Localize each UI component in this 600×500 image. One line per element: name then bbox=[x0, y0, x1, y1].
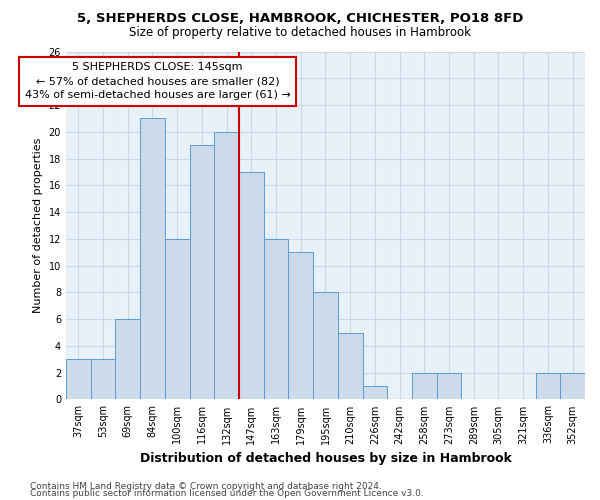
X-axis label: Distribution of detached houses by size in Hambrook: Distribution of detached houses by size … bbox=[140, 452, 511, 465]
Bar bbox=[214, 132, 239, 400]
Bar bbox=[560, 372, 585, 400]
Bar bbox=[362, 386, 387, 400]
Bar bbox=[289, 252, 313, 400]
Bar bbox=[140, 118, 165, 400]
Bar bbox=[437, 372, 461, 400]
Bar bbox=[115, 319, 140, 400]
Text: Size of property relative to detached houses in Hambrook: Size of property relative to detached ho… bbox=[129, 26, 471, 39]
Text: 5, SHEPHERDS CLOSE, HAMBROOK, CHICHESTER, PO18 8FD: 5, SHEPHERDS CLOSE, HAMBROOK, CHICHESTER… bbox=[77, 12, 523, 26]
Bar bbox=[263, 239, 289, 400]
Y-axis label: Number of detached properties: Number of detached properties bbox=[33, 138, 43, 313]
Text: 5 SHEPHERDS CLOSE: 145sqm
← 57% of detached houses are smaller (82)
43% of semi-: 5 SHEPHERDS CLOSE: 145sqm ← 57% of detac… bbox=[25, 62, 290, 100]
Text: Contains HM Land Registry data © Crown copyright and database right 2024.: Contains HM Land Registry data © Crown c… bbox=[30, 482, 382, 491]
Bar bbox=[338, 332, 362, 400]
Bar bbox=[536, 372, 560, 400]
Bar bbox=[412, 372, 437, 400]
Bar bbox=[190, 145, 214, 400]
Bar bbox=[66, 360, 91, 400]
Bar bbox=[91, 360, 115, 400]
Text: Contains public sector information licensed under the Open Government Licence v3: Contains public sector information licen… bbox=[30, 490, 424, 498]
Bar bbox=[239, 172, 263, 400]
Bar bbox=[313, 292, 338, 400]
Bar bbox=[165, 239, 190, 400]
